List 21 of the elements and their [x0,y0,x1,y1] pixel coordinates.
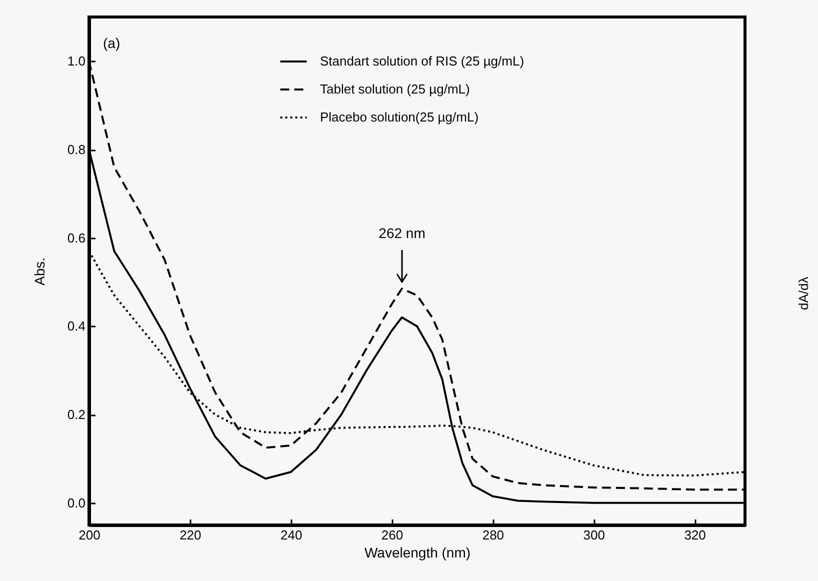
text: dA/dλ [796,276,812,310]
x-tick-label: 220 [180,528,202,542]
x-tick-label: 200 [78,528,100,542]
y-axis-title: Abs. [31,257,48,286]
annotation: (a) [103,35,120,51]
x-tick-label: 320 [684,528,706,542]
x-tick-label: 300 [583,528,605,542]
y-tick-label: 1.0 [67,54,86,69]
x-tick-label: 260 [381,528,404,542]
x-axis-title: Wavelength (nm) [364,544,471,560]
legend-label: Tablet solution (25 µg/mL) [320,82,470,96]
y-tick-label: 0.6 [67,230,86,246]
legend-label: Placebo solution(25 µg/mL) [320,110,479,124]
x-tick-label: 280 [482,528,504,542]
annotation: 262 nm [378,225,426,241]
y-tick-label: 0.8 [67,142,86,158]
y-tick-label: 0.0 [67,495,86,510]
y-tick-label: 0.2 [67,407,86,422]
legend-label: Standart solution of RIS (25 µg/mL) [320,54,524,68]
y-tick-label: 0.4 [67,318,86,334]
x-tick-label: 240 [280,528,302,542]
